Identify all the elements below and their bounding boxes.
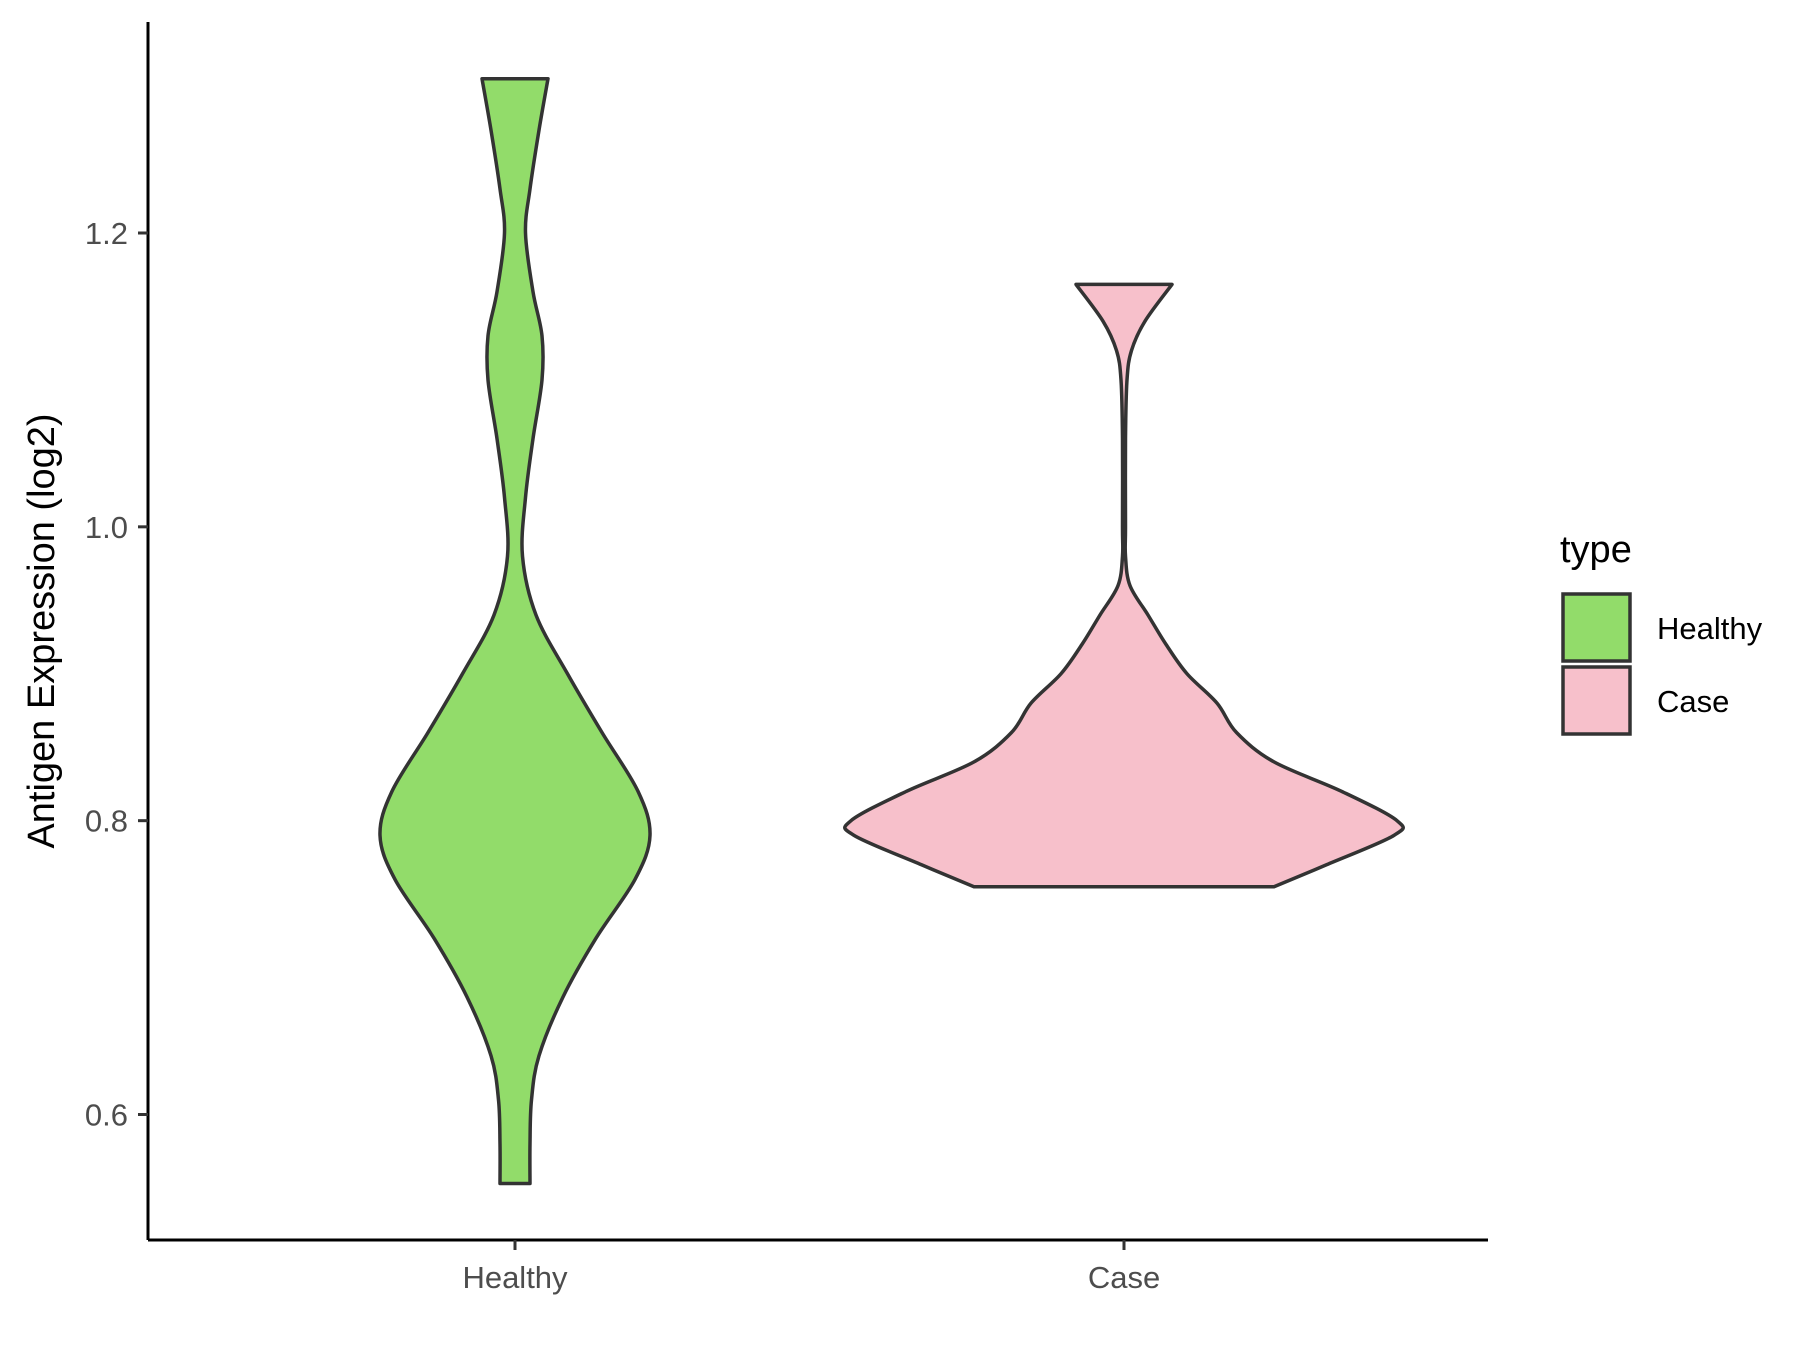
x-ticks: Healthy Case xyxy=(462,1240,1160,1295)
y-tick-label: 1.0 xyxy=(85,510,128,545)
legend-swatch-case xyxy=(1561,665,1632,736)
y-tick-label: 1.2 xyxy=(85,216,128,251)
y-ticks: 0.6 0.8 1.0 1.2 xyxy=(85,216,148,1133)
legend-swatch-healthy xyxy=(1561,592,1632,663)
violin-healthy xyxy=(378,76,652,1186)
legend-label: Healthy xyxy=(1657,611,1763,646)
legend-title: type xyxy=(1560,529,1632,571)
x-tick-label: Healthy xyxy=(462,1260,568,1295)
legend: Healthy Case xyxy=(1561,592,1763,736)
y-tick-label: 0.6 xyxy=(85,1098,128,1133)
y-tick-label: 0.8 xyxy=(85,804,128,839)
y-axis-title: Antigen Expression (log2) xyxy=(21,413,63,848)
violins-layer xyxy=(378,76,1405,1186)
violin-case xyxy=(843,282,1405,889)
legend-label: Case xyxy=(1657,684,1729,719)
x-tick-label: Case xyxy=(1088,1260,1160,1295)
